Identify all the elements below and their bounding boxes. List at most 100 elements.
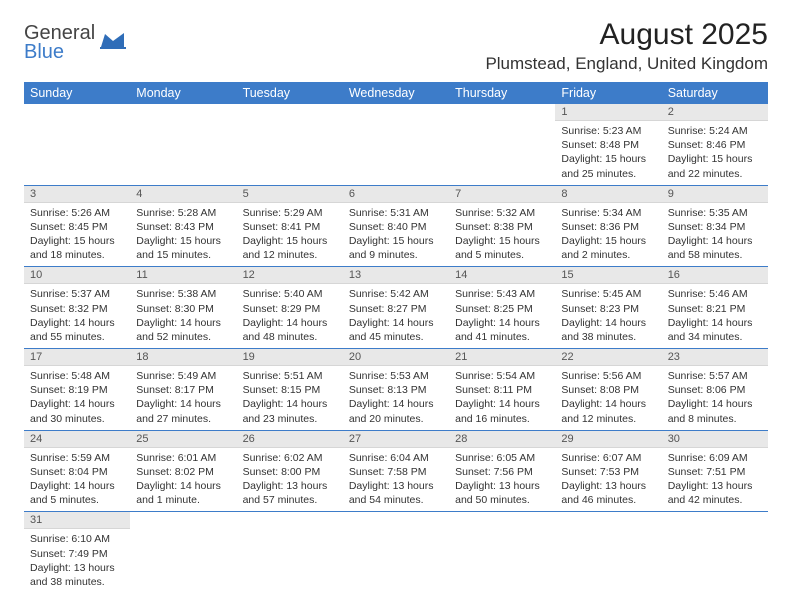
daylight: Daylight: 13 hours and 54 minutes. [349, 479, 443, 507]
daylight: Daylight: 15 hours and 15 minutes. [136, 234, 230, 262]
sunset: Sunset: 7:56 PM [455, 465, 549, 479]
sunset: Sunset: 8:45 PM [30, 220, 124, 234]
day-header: Friday [555, 82, 661, 104]
sunset: Sunset: 8:46 PM [668, 138, 762, 152]
month-title: August 2025 [485, 18, 768, 52]
day-number: 30 [662, 431, 768, 448]
day-details: Sunrise: 5:40 AMSunset: 8:29 PMDaylight:… [237, 284, 343, 348]
daylight: Daylight: 14 hours and 5 minutes. [30, 479, 124, 507]
day-cell [237, 104, 343, 185]
sunrise: Sunrise: 5:32 AM [455, 206, 549, 220]
sunset: Sunset: 8:30 PM [136, 302, 230, 316]
day-number [237, 512, 343, 528]
day-cell: 27Sunrise: 6:04 AMSunset: 7:58 PMDayligh… [343, 430, 449, 512]
day-cell [555, 512, 661, 593]
sunrise: Sunrise: 6:09 AM [668, 451, 762, 465]
day-details: Sunrise: 5:45 AMSunset: 8:23 PMDaylight:… [555, 284, 661, 348]
location: Plumstead, England, United Kingdom [485, 54, 768, 74]
daylight: Daylight: 15 hours and 25 minutes. [561, 152, 655, 180]
day-details: Sunrise: 5:29 AMSunset: 8:41 PMDaylight:… [237, 203, 343, 267]
day-cell [237, 512, 343, 593]
daylight: Daylight: 13 hours and 42 minutes. [668, 479, 762, 507]
day-cell: 16Sunrise: 5:46 AMSunset: 8:21 PMDayligh… [662, 267, 768, 349]
day-number: 14 [449, 267, 555, 284]
day-cell: 25Sunrise: 6:01 AMSunset: 8:02 PMDayligh… [130, 430, 236, 512]
sunset: Sunset: 8:43 PM [136, 220, 230, 234]
sunset: Sunset: 8:36 PM [561, 220, 655, 234]
sunset: Sunset: 8:08 PM [561, 383, 655, 397]
sunrise: Sunrise: 5:48 AM [30, 369, 124, 383]
daylight: Daylight: 13 hours and 46 minutes. [561, 479, 655, 507]
day-number: 2 [662, 104, 768, 121]
sunset: Sunset: 8:19 PM [30, 383, 124, 397]
sunset: Sunset: 8:06 PM [668, 383, 762, 397]
sunset: Sunset: 8:29 PM [243, 302, 337, 316]
day-details: Sunrise: 5:56 AMSunset: 8:08 PMDaylight:… [555, 366, 661, 430]
day-cell: 3Sunrise: 5:26 AMSunset: 8:45 PMDaylight… [24, 185, 130, 267]
daylight: Daylight: 15 hours and 9 minutes. [349, 234, 443, 262]
week-row: 3Sunrise: 5:26 AMSunset: 8:45 PMDaylight… [24, 185, 768, 267]
sunset: Sunset: 7:58 PM [349, 465, 443, 479]
day-cell [449, 512, 555, 593]
day-number: 18 [130, 349, 236, 366]
week-row: 10Sunrise: 5:37 AMSunset: 8:32 PMDayligh… [24, 267, 768, 349]
calendar-table: SundayMondayTuesdayWednesdayThursdayFrid… [24, 82, 768, 593]
daylight: Daylight: 14 hours and 58 minutes. [668, 234, 762, 262]
daylight: Daylight: 13 hours and 50 minutes. [455, 479, 549, 507]
daylight: Daylight: 14 hours and 30 minutes. [30, 397, 124, 425]
day-details: Sunrise: 6:10 AMSunset: 7:49 PMDaylight:… [24, 529, 130, 593]
day-details: Sunrise: 5:26 AMSunset: 8:45 PMDaylight:… [24, 203, 130, 267]
day-number [237, 104, 343, 120]
day-number: 26 [237, 431, 343, 448]
sunrise: Sunrise: 5:23 AM [561, 124, 655, 138]
day-number [555, 512, 661, 528]
day-cell [130, 104, 236, 185]
day-cell: 14Sunrise: 5:43 AMSunset: 8:25 PMDayligh… [449, 267, 555, 349]
day-header: Monday [130, 82, 236, 104]
day-number: 29 [555, 431, 661, 448]
daylight: Daylight: 14 hours and 45 minutes. [349, 316, 443, 344]
day-cell: 5Sunrise: 5:29 AMSunset: 8:41 PMDaylight… [237, 185, 343, 267]
daylight: Daylight: 15 hours and 5 minutes. [455, 234, 549, 262]
day-cell: 24Sunrise: 5:59 AMSunset: 8:04 PMDayligh… [24, 430, 130, 512]
day-cell: 29Sunrise: 6:07 AMSunset: 7:53 PMDayligh… [555, 430, 661, 512]
day-number: 10 [24, 267, 130, 284]
day-number: 7 [449, 186, 555, 203]
sunset: Sunset: 8:32 PM [30, 302, 124, 316]
sunset: Sunset: 8:23 PM [561, 302, 655, 316]
daylight: Daylight: 15 hours and 22 minutes. [668, 152, 762, 180]
day-number: 17 [24, 349, 130, 366]
week-row: 24Sunrise: 5:59 AMSunset: 8:04 PMDayligh… [24, 430, 768, 512]
sunrise: Sunrise: 5:49 AM [136, 369, 230, 383]
sunrise: Sunrise: 5:43 AM [455, 287, 549, 301]
day-number: 20 [343, 349, 449, 366]
day-details: Sunrise: 5:57 AMSunset: 8:06 PMDaylight:… [662, 366, 768, 430]
week-row: 17 Sunrise: 5:48 AMSunset: 8:19 PMDayligh… [24, 349, 768, 431]
sunrise: Sunrise: 6:05 AM [455, 451, 549, 465]
day-number [24, 104, 130, 120]
sunrise: Sunrise: 5:40 AM [243, 287, 337, 301]
sunset: Sunset: 8:04 PM [30, 465, 124, 479]
day-number [343, 512, 449, 528]
day-cell: 1 Sunrise: 5:23 AMSunset: 8:48 PMDaylight… [555, 104, 661, 185]
sunset: Sunset: 8:25 PM [455, 302, 549, 316]
day-number: 1 [555, 104, 661, 121]
day-number: 6 [343, 186, 449, 203]
sunrise: Sunrise: 5:45 AM [561, 287, 655, 301]
day-number: 15 [555, 267, 661, 284]
day-details: Sunrise: 5:53 AMSunset: 8:13 PMDaylight:… [343, 366, 449, 430]
day-number: 8 [555, 186, 661, 203]
sunrise: Sunrise: 5:38 AM [136, 287, 230, 301]
daylight: Daylight: 14 hours and 55 minutes. [30, 316, 124, 344]
day-cell: 13Sunrise: 5:42 AMSunset: 8:27 PMDayligh… [343, 267, 449, 349]
sunset: Sunset: 8:02 PM [136, 465, 230, 479]
logo-blue: Blue [24, 41, 64, 63]
day-details: Sunrise: 5:54 AMSunset: 8:11 PMDaylight:… [449, 366, 555, 430]
day-number: 12 [237, 267, 343, 284]
sunset: Sunset: 8:48 PM [561, 138, 655, 152]
daylight: Daylight: 15 hours and 2 minutes. [561, 234, 655, 262]
day-details: Sunrise: 5:43 AMSunset: 8:25 PMDaylight:… [449, 284, 555, 348]
day-number: 19 [237, 349, 343, 366]
day-cell: 4Sunrise: 5:28 AMSunset: 8:43 PMDaylight… [130, 185, 236, 267]
day-cell: 7Sunrise: 5:32 AMSunset: 8:38 PMDaylight… [449, 185, 555, 267]
